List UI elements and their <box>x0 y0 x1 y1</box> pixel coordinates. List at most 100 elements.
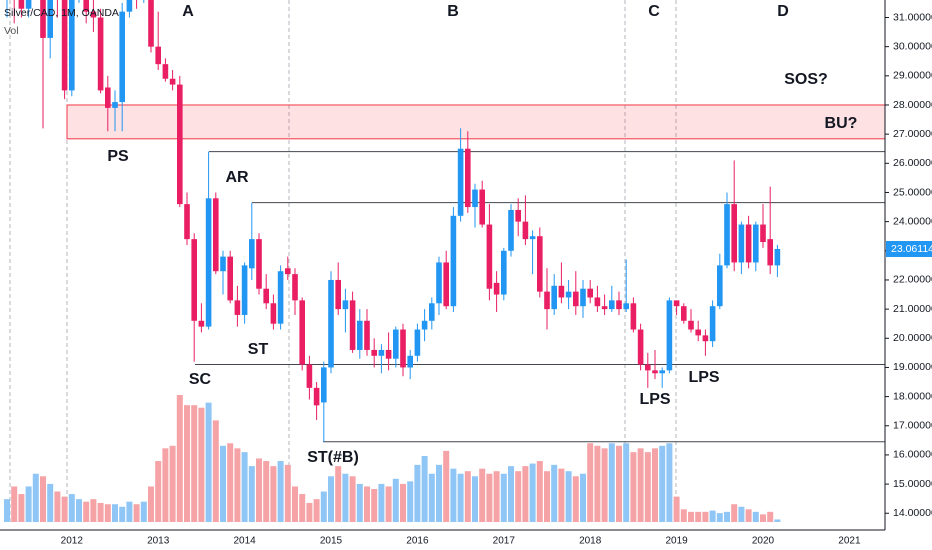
candle-body <box>90 11 97 18</box>
candle-body <box>335 279 341 310</box>
candle-body <box>450 215 457 307</box>
candle-body <box>666 300 673 371</box>
volume-bar <box>724 511 730 522</box>
volume-bar <box>133 504 140 522</box>
candle-body <box>616 300 622 310</box>
y-tick-label: 15.00000 <box>893 478 932 490</box>
volume-bar <box>328 476 334 522</box>
volume-bar <box>191 405 198 522</box>
candle-body <box>601 306 608 310</box>
volume-bar <box>277 461 284 522</box>
volume-bar <box>407 481 414 522</box>
volume-bar <box>688 511 694 522</box>
candle-body <box>457 148 464 216</box>
volume-bar <box>11 486 18 522</box>
volume-bar <box>176 395 183 522</box>
volume-bar <box>40 476 46 522</box>
candle-body <box>227 256 233 301</box>
candle-body <box>745 224 752 263</box>
candle-body <box>393 329 399 359</box>
candle-body <box>105 87 111 108</box>
volume-bar <box>284 464 291 522</box>
candle-body <box>306 364 313 388</box>
candle-body <box>198 320 205 327</box>
volume-bar <box>601 448 608 522</box>
volume-bar <box>536 461 543 522</box>
volume-bar <box>428 473 435 522</box>
candle-body <box>587 288 593 298</box>
candle-body <box>551 285 557 310</box>
x-tick-label: 2020 <box>752 536 775 547</box>
candle-body <box>659 370 665 374</box>
candle-body <box>342 300 349 310</box>
y-tick-label: 18.00000 <box>893 390 932 402</box>
x-tick-label: 2014 <box>233 536 256 547</box>
candle-body <box>241 265 248 315</box>
volume-bar <box>493 471 500 522</box>
volume-bar <box>745 509 752 522</box>
candle-body <box>364 320 370 350</box>
candle-body <box>292 274 298 301</box>
last-price-box <box>886 241 932 258</box>
candle-body <box>299 300 305 365</box>
annotation: ST <box>248 341 269 358</box>
candle-body <box>213 198 219 272</box>
candle-body <box>378 349 385 356</box>
y-tick-label: 26.00000 <box>893 157 932 169</box>
annotation: ST(#B) <box>307 449 359 466</box>
volume-bar <box>364 486 370 522</box>
volume-bar <box>248 466 255 522</box>
volume-bar <box>608 443 615 522</box>
y-tick-label: 16.00000 <box>893 449 932 461</box>
volume-bar <box>68 494 75 522</box>
last-price-label: 23.06114 <box>891 243 932 255</box>
candle-body <box>558 285 565 298</box>
candle-body <box>472 189 478 208</box>
candle-body <box>515 209 521 222</box>
volume-bar <box>126 501 133 522</box>
candle-body <box>681 306 687 321</box>
candle-body <box>148 0 154 47</box>
candle-body <box>709 306 716 342</box>
candle-body <box>256 239 262 289</box>
y-tick-label: 24.00000 <box>893 215 932 227</box>
candle-body <box>47 0 53 38</box>
volume-bar <box>587 443 594 522</box>
y-tick-label: 25.00000 <box>893 186 932 198</box>
volume-bar <box>263 461 270 522</box>
candle-body <box>637 329 644 365</box>
volume-bar <box>256 458 262 522</box>
candle-body <box>357 320 363 350</box>
volume-bar <box>464 471 471 522</box>
candle-body <box>421 320 428 330</box>
candle-body <box>529 236 536 240</box>
volume-bar <box>572 476 579 522</box>
y-tick-label: 27.00000 <box>893 128 932 140</box>
volume-bar <box>515 471 522 522</box>
volume-bar <box>378 483 385 522</box>
volume-bar <box>529 463 536 522</box>
volume-bar <box>198 407 205 522</box>
candle-body <box>573 291 579 307</box>
volume-bar <box>299 494 306 522</box>
volume-bar <box>234 448 241 522</box>
volume-bar <box>508 466 514 522</box>
candle-body <box>119 11 125 103</box>
candle-body <box>544 291 550 310</box>
candle-body <box>695 329 701 336</box>
volume-bar <box>212 420 219 522</box>
candle-body <box>18 0 25 9</box>
candle-body <box>83 0 89 12</box>
candle-body <box>270 303 277 324</box>
volume-bar <box>205 402 212 522</box>
candle-body <box>162 64 169 79</box>
y-tick-label: 22.00000 <box>893 274 932 286</box>
candle-body <box>249 239 255 269</box>
candle-body <box>760 224 766 243</box>
candle-body <box>205 198 212 327</box>
annotation: C <box>648 3 660 20</box>
volume-bar <box>486 473 493 522</box>
volume-bar <box>731 504 738 522</box>
volume-bar <box>241 452 248 522</box>
